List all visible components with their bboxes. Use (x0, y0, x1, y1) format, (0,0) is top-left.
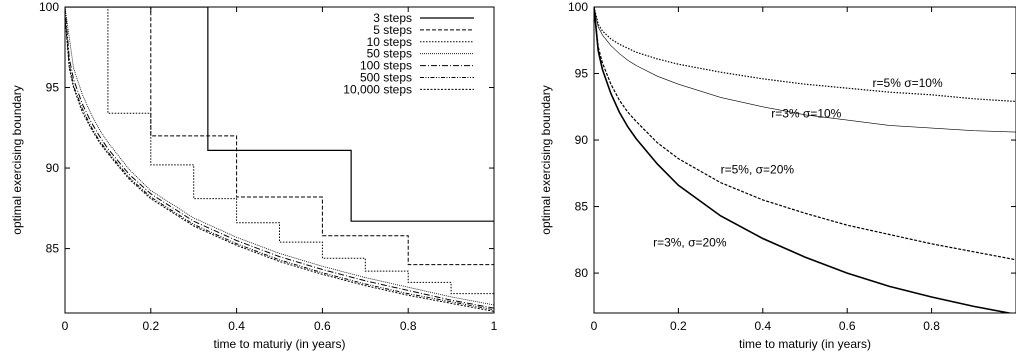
y-axis-label: optimal exercising boundary (539, 85, 553, 234)
legend-label: 10,000 steps (343, 82, 412, 96)
legend-label: 100 steps (360, 59, 412, 73)
x-tick-label: 0.6 (314, 319, 331, 333)
legend-label: 3 steps (373, 11, 412, 25)
x-tick-label: 1 (491, 319, 498, 333)
y-tick-label: 85 (46, 242, 60, 256)
x-tick-label: 0 (591, 319, 598, 333)
x-tick-label: 0.4 (228, 319, 245, 333)
y-tick-label: 95 (46, 81, 60, 95)
legend-label: 10 steps (367, 35, 412, 49)
x-tick-label: 0.2 (142, 319, 159, 333)
y-tick-label: 80 (575, 266, 589, 280)
y-tick-label: 95 (575, 67, 589, 81)
y-tick-label: 100 (39, 0, 59, 14)
y-tick-label: 90 (575, 133, 589, 147)
annotation-label: r=3% σ=10% (771, 106, 841, 120)
legend-label: 500 steps (360, 71, 412, 85)
plot-area (594, 7, 1016, 313)
x-tick-label: 0.8 (923, 319, 940, 333)
plot-frame (593, 6, 1016, 314)
legend-label: 50 steps (367, 47, 412, 61)
series-line-3 (594, 7, 1016, 261)
plot-frame (64, 6, 495, 314)
x-tick-label: 0.2 (670, 319, 687, 333)
x-tick-label: 0.8 (400, 319, 417, 333)
plot-area (65, 7, 494, 312)
y-tick-label: 90 (46, 161, 60, 175)
y-tick-label: 100 (568, 0, 588, 14)
x-axis-label: time to maturiy (in years) (213, 337, 345, 351)
series-line-6 (65, 15, 494, 311)
x-tick-label: 0 (62, 319, 69, 333)
series-line-1 (65, 7, 494, 222)
series-line-7 (65, 16, 494, 312)
y-tick-label: 85 (575, 200, 589, 214)
chart-panel-2: 0 0.2 0.4 0.6 0.8 80 85 90 95 100 time to maturiy … (539, 0, 1016, 351)
y-axis-label: optimal exercising boundary (10, 85, 24, 234)
annotation-label: r=3%, σ=20% (653, 235, 727, 249)
series-line-4 (65, 7, 494, 306)
series-line-4 (594, 7, 1014, 313)
x-tick-label: 0.4 (754, 319, 771, 333)
chart-panel-1: 0 0.2 0.4 0.6 0.8 1 85 90 95 100 time to maturiy (… (10, 0, 498, 351)
series-line-2 (65, 7, 494, 266)
series-line-1 (594, 7, 1016, 103)
annotation-label: r=5%, σ=20% (721, 162, 795, 176)
series-line-2 (594, 7, 1016, 133)
x-axis-label: time to maturiy (in years) (739, 337, 871, 351)
legend-label: 5 steps (373, 23, 412, 37)
series-line-5 (65, 7, 494, 309)
x-tick-label: 0.6 (839, 319, 856, 333)
annotation-label: r=5% σ=10% (873, 76, 943, 90)
